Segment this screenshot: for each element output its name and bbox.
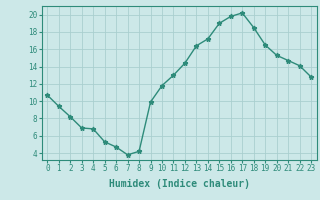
X-axis label: Humidex (Indice chaleur): Humidex (Indice chaleur) [109, 179, 250, 189]
